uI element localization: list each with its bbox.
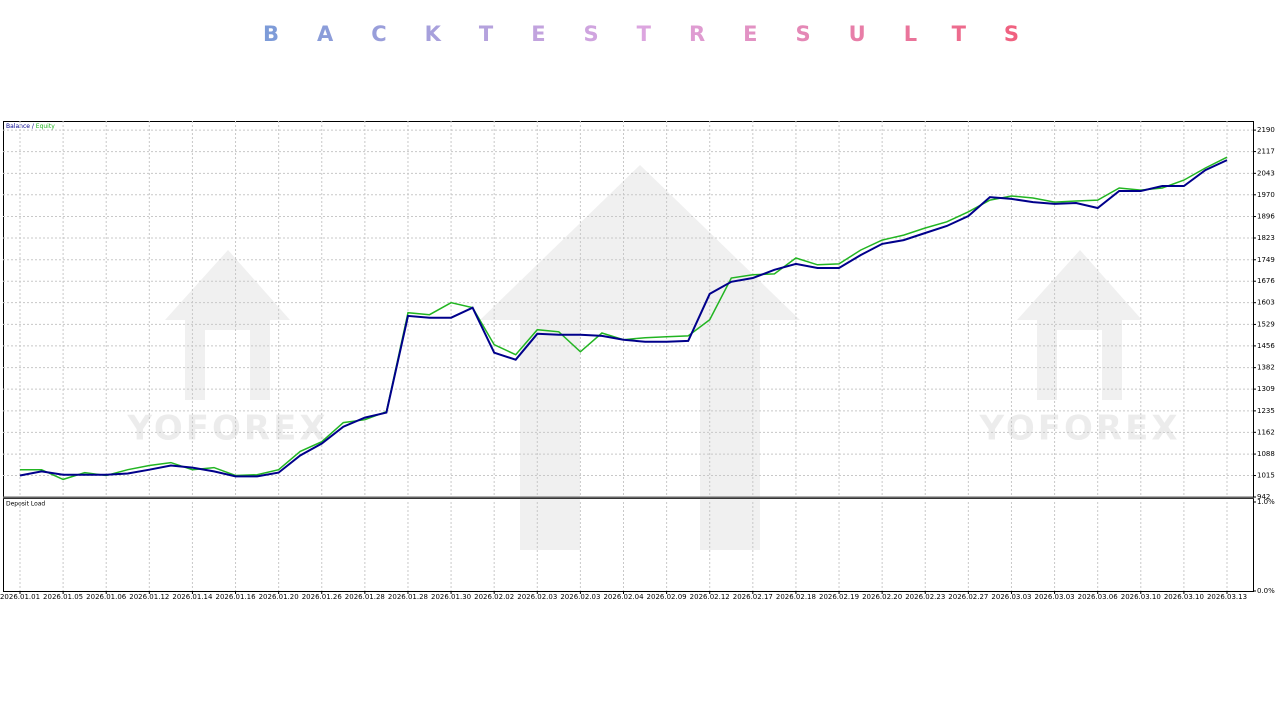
x-tick-label: 2026.02.03 <box>517 593 557 601</box>
x-tick-label: 2026.01.26 <box>302 593 343 601</box>
y-tick-label: 1970 <box>1257 191 1275 199</box>
y-tick-label: 2043 <box>1257 169 1275 177</box>
logo <box>1017 250 1142 400</box>
x-tick-label: 2026.01.16 <box>215 593 256 601</box>
x-tick-label: 2026.01.28 <box>345 593 385 601</box>
y-tick-label: 1823 <box>1257 234 1275 242</box>
x-tick-label: 2026.02.18 <box>776 593 816 601</box>
x-tick-label: 2026.01.20 <box>259 593 299 601</box>
y-tick-label: 1382 <box>1257 364 1275 372</box>
y-tick-label: 2117 <box>1257 148 1275 156</box>
watermark-logos <box>165 165 1142 550</box>
x-tick-label: 2026.02.12 <box>690 593 730 601</box>
x-tick-label: 2026.03.06 <box>1078 593 1119 601</box>
y-tick-label: 1676 <box>1257 277 1275 285</box>
x-tick-label: 2026.02.04 <box>603 593 644 601</box>
series-line <box>19 159 1228 478</box>
x-tick-label: 2026.03.13 <box>1207 593 1247 601</box>
x-tick-label: 2026.03.10 <box>1121 593 1161 601</box>
x-tick-label: 2026.02.02 <box>474 593 514 601</box>
legend-equity: Equity <box>36 123 55 130</box>
y-tick-label: 1309 <box>1257 385 1275 393</box>
y-tick-label: 1749 <box>1257 256 1275 264</box>
y-tick-label: 2190 <box>1257 126 1275 134</box>
y-tick-label: 1162 <box>1257 428 1275 436</box>
logo <box>480 165 800 550</box>
load-title: Deposit Load <box>6 501 45 508</box>
y-tick-label: 1603 <box>1257 299 1275 307</box>
y-tick-label: 0.0% <box>1257 587 1275 595</box>
y-tick-label: 1529 <box>1257 320 1275 328</box>
x-tick-label: 2026.01.14 <box>172 593 213 601</box>
watermark-text: YOFOREX <box>126 409 328 449</box>
x-tick-label: 2026.01.01 <box>0 593 40 601</box>
y-tick-label: 1.0% <box>1257 498 1275 506</box>
x-tick-label: 2026.03.03 <box>1035 593 1075 601</box>
load-pane <box>3 498 1254 592</box>
x-tick-label: 2026.02.23 <box>905 593 945 601</box>
x-tick-label: 2026.03.03 <box>991 593 1031 601</box>
x-tick-label: 2026.01.06 <box>86 593 127 601</box>
x-tick-label: 2026.01.30 <box>431 593 471 601</box>
x-tick-label: 2026.02.09 <box>647 593 687 601</box>
y-tick-label: 1015 <box>1257 472 1275 480</box>
y-tick-label: 1088 <box>1257 450 1275 458</box>
x-tick-label: 2026.02.03 <box>560 593 600 601</box>
x-tick-label: 2026.02.19 <box>819 593 859 601</box>
y-tick-label: 1896 <box>1257 213 1275 221</box>
logo <box>165 250 290 400</box>
y-tick-label: 1235 <box>1257 407 1275 415</box>
x-tick-label: 2026.01.12 <box>129 593 169 601</box>
x-tick-label: 2026.01.28 <box>388 593 428 601</box>
y-tick-label: 942 <box>1257 493 1270 501</box>
x-tick-label: 2026.02.17 <box>733 593 773 601</box>
legend-separator: / <box>30 123 36 130</box>
y-tick-label: 1456 <box>1257 342 1275 350</box>
watermark-text: YOFOREX <box>978 409 1180 449</box>
legend: Balance / Equity <box>6 123 55 130</box>
legend-balance: Balance <box>6 123 30 130</box>
x-tick-label: 2026.01.05 <box>43 593 83 601</box>
x-tick-label: 2026.02.20 <box>862 593 902 601</box>
title: BACKTESTRESULTS <box>263 22 1057 46</box>
x-tick-label: 2026.02.27 <box>948 593 988 601</box>
x-tick-label: 2026.03.10 <box>1164 593 1204 601</box>
